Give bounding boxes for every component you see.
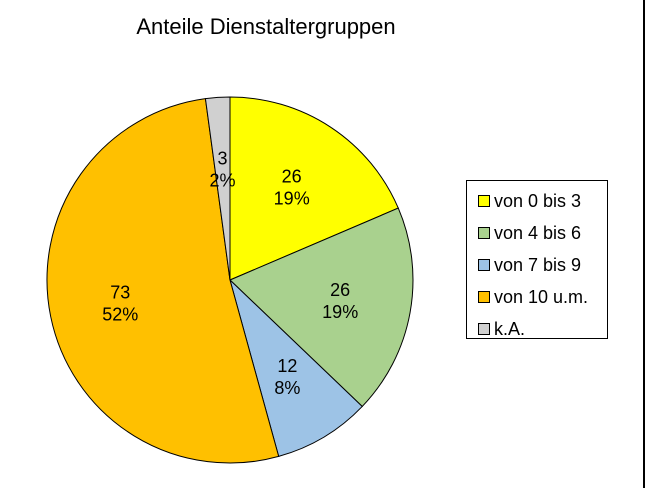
frame-border [643,0,645,488]
chart-title: Anteile Dienstaltergruppen [136,14,396,39]
legend-swatch [478,259,490,271]
data-label-value: 12 [277,356,297,376]
pie-slice-3 [46,98,280,464]
data-label-value: 73 [110,283,130,303]
data-label-percent: 19% [322,302,358,322]
legend-swatch [478,291,490,303]
legend-swatch [478,227,490,239]
legend-label: von 10 u.m. [494,286,589,307]
data-label-percent: 52% [102,305,138,325]
data-label-percent: 2% [209,170,235,190]
pie-slice-2 [229,278,363,458]
legend-swatch [478,323,490,335]
legend-label: von 0 bis 3 [494,190,582,211]
legend-item: von 10 u.m. [467,281,607,313]
legend-label: von 7 bis 9 [494,254,582,275]
pie-slice-4 [204,96,231,281]
data-label-percent: 19% [274,189,310,209]
legend-item: von 7 bis 9 [467,249,607,281]
legend-item: von 0 bis 3 [467,185,607,217]
legend-item: von 4 bis 6 [467,217,607,249]
pie-slice-0 [229,96,399,281]
legend-item: k.A. [467,313,607,345]
legend-label: k.A. [494,318,526,339]
data-label-value: 26 [282,167,302,187]
data-label-value: 3 [217,148,227,168]
data-label-percent: 8% [274,378,300,398]
data-label-value: 26 [330,280,350,300]
pie-slice-1 [229,207,414,408]
legend-label: von 4 bis 6 [494,222,582,243]
legend-swatch [478,195,490,207]
chart-legend: von 0 bis 3 von 4 bis 6 von 7 bis 9 von 10 … [466,180,608,339]
